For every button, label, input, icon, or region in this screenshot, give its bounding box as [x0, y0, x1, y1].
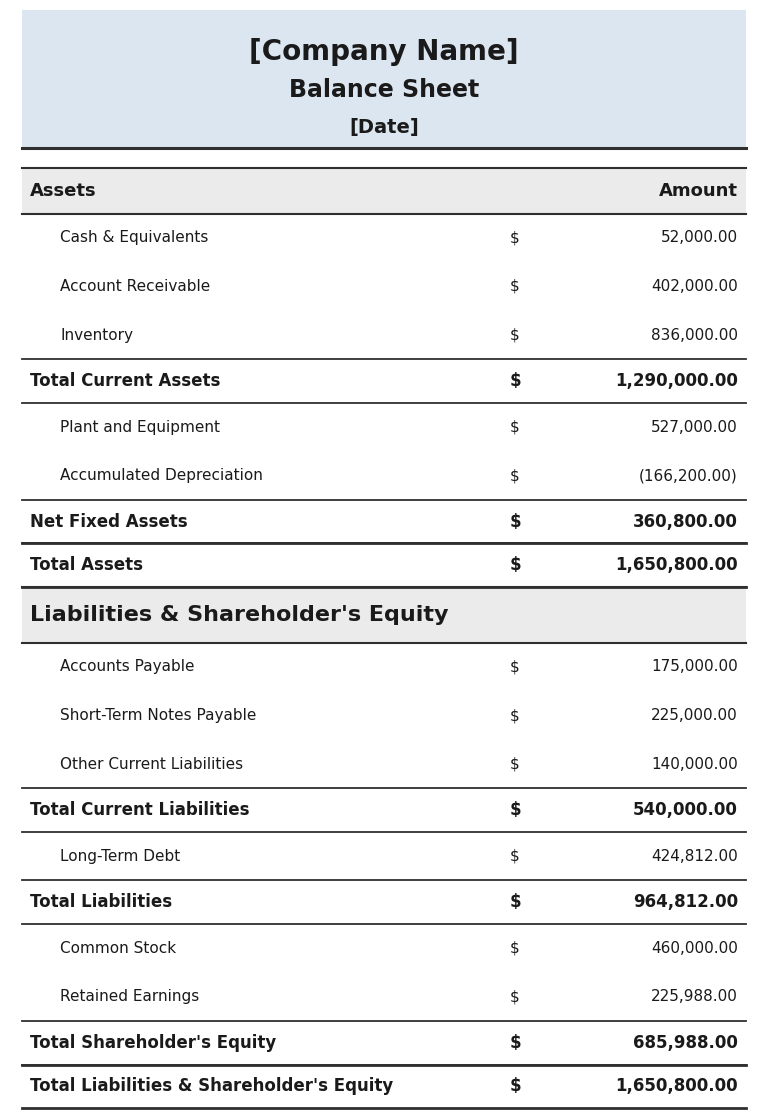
Text: $: $	[510, 708, 520, 723]
Text: Accumulated Depreciation: Accumulated Depreciation	[60, 468, 263, 483]
Bar	[22, 1065, 746, 1108]
Text: Net Fixed Assets: Net Fixed Assets	[30, 512, 187, 531]
Text: Accounts Payable: Accounts Payable	[60, 660, 194, 674]
Bar	[22, 789, 746, 831]
Text: Short-Term Notes Payable: Short-Term Notes Payable	[60, 708, 257, 723]
Text: Account Receivable: Account Receivable	[60, 279, 210, 294]
Text: $: $	[510, 372, 521, 389]
Text: Total Current Liabilities: Total Current Liabilities	[30, 801, 250, 819]
Text: Assets: Assets	[30, 182, 97, 200]
Text: Plant and Equipment: Plant and Equipment	[60, 420, 220, 434]
Text: $: $	[510, 893, 521, 911]
Text: Other Current Liabilities: Other Current Liabilities	[60, 757, 243, 771]
Text: $: $	[510, 801, 521, 819]
Bar	[22, 213, 746, 262]
Text: $: $	[510, 941, 520, 955]
Text: 685,988.00: 685,988.00	[633, 1033, 738, 1052]
Text: Inventory: Inventory	[60, 327, 133, 343]
Text: $: $	[510, 279, 520, 294]
Bar	[22, 587, 746, 643]
Bar	[22, 643, 746, 691]
Text: $: $	[510, 1033, 521, 1052]
Text: Total Assets: Total Assets	[30, 556, 143, 574]
Bar	[22, 500, 746, 543]
Text: [Date]: [Date]	[349, 118, 419, 137]
Text: Total Liabilities & Shareholder's Equity: Total Liabilities & Shareholder's Equity	[30, 1077, 393, 1095]
Text: $: $	[510, 420, 520, 434]
Text: 360,800.00: 360,800.00	[633, 512, 738, 531]
Bar	[22, 740, 746, 789]
Text: 1,650,800.00: 1,650,800.00	[615, 556, 738, 574]
Bar	[22, 831, 746, 881]
Bar	[22, 972, 746, 1021]
Text: $: $	[510, 848, 520, 864]
Text: 424,812.00: 424,812.00	[651, 848, 738, 864]
Text: 1,650,800.00: 1,650,800.00	[615, 1077, 738, 1095]
Text: 540,000.00: 540,000.00	[633, 801, 738, 819]
Bar	[22, 451, 746, 500]
Text: Total Liabilities: Total Liabilities	[30, 893, 172, 911]
Text: (166,200.00): (166,200.00)	[639, 468, 738, 483]
Text: $: $	[510, 989, 520, 1004]
Bar	[22, 10, 746, 148]
Text: $: $	[510, 556, 521, 574]
Text: 225,000.00: 225,000.00	[651, 708, 738, 723]
Text: $: $	[510, 512, 521, 531]
Text: Retained Earnings: Retained Earnings	[60, 989, 199, 1004]
Text: 964,812.00: 964,812.00	[633, 893, 738, 911]
Text: Amount: Amount	[659, 182, 738, 200]
Text: 175,000.00: 175,000.00	[651, 660, 738, 674]
Text: [Company Name]: [Company Name]	[249, 38, 519, 66]
Bar	[22, 1021, 746, 1065]
Bar	[22, 403, 746, 451]
Bar	[22, 169, 746, 213]
Bar	[22, 881, 746, 924]
Text: $: $	[510, 660, 520, 674]
Text: Long-Term Debt: Long-Term Debt	[60, 848, 180, 864]
Text: $: $	[510, 468, 520, 483]
Text: Balance Sheet: Balance Sheet	[289, 78, 479, 102]
Text: 225,988.00: 225,988.00	[651, 989, 738, 1004]
Text: 1,290,000.00: 1,290,000.00	[615, 372, 738, 389]
Text: 460,000.00: 460,000.00	[651, 941, 738, 955]
Text: Total Shareholder's Equity: Total Shareholder's Equity	[30, 1033, 276, 1052]
Bar	[22, 924, 746, 972]
Text: Liabilities & Shareholder's Equity: Liabilities & Shareholder's Equity	[30, 605, 449, 625]
Text: 527,000.00: 527,000.00	[651, 420, 738, 434]
Text: Total Current Assets: Total Current Assets	[30, 372, 220, 389]
Text: 402,000.00: 402,000.00	[651, 279, 738, 294]
Text: 52,000.00: 52,000.00	[661, 230, 738, 246]
Text: $: $	[510, 327, 520, 343]
Text: $: $	[510, 230, 520, 246]
Text: Common Stock: Common Stock	[60, 941, 176, 955]
Bar	[22, 359, 746, 403]
Bar	[22, 543, 746, 587]
Text: Cash & Equivalents: Cash & Equivalents	[60, 230, 208, 246]
Text: $: $	[510, 757, 520, 771]
Bar	[22, 691, 746, 740]
Bar	[22, 262, 746, 310]
Text: 836,000.00: 836,000.00	[651, 327, 738, 343]
Bar	[22, 310, 746, 359]
Text: $: $	[510, 1077, 521, 1095]
Text: 140,000.00: 140,000.00	[651, 757, 738, 771]
